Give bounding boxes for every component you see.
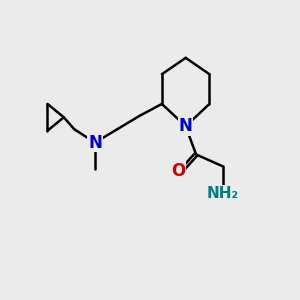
Text: N: N <box>88 134 102 152</box>
Text: NH₂: NH₂ <box>207 186 239 201</box>
Text: O: O <box>171 162 185 180</box>
Text: N: N <box>179 117 193 135</box>
